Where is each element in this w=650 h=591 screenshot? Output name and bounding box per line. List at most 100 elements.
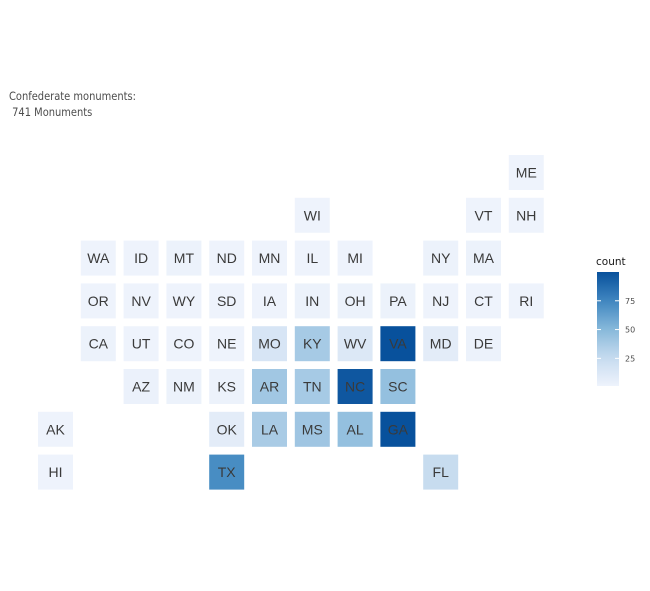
state-tile-ks <box>209 369 245 404</box>
legend-tick-label: 25 <box>625 354 635 363</box>
state-tile-tn <box>294 369 330 404</box>
state-label-ca: CA <box>89 336 109 352</box>
state-label-ak: AK <box>46 421 65 437</box>
legend-gradient-bar <box>597 272 619 386</box>
state-label-az: AZ <box>132 379 150 395</box>
state-label-ny: NY <box>431 250 451 266</box>
state-tile-az <box>123 369 159 404</box>
state-tile-wy <box>166 283 202 319</box>
legend-title: count <box>596 256 626 268</box>
state-label-nm: NM <box>173 379 195 395</box>
state-label-nc: NC <box>345 379 365 395</box>
title-line-1: Confederate monuments: <box>9 89 136 103</box>
state-tile-ky <box>294 326 330 362</box>
state-label-va: VA <box>389 336 407 352</box>
state-tile-me <box>508 155 544 190</box>
state-label-oh: OH <box>345 293 366 309</box>
state-label-me: ME <box>516 165 537 181</box>
state-label-sd: SD <box>217 293 236 309</box>
state-label-la: LA <box>261 421 279 437</box>
state-label-ut: UT <box>132 336 151 352</box>
state-tile-mi <box>337 240 373 276</box>
legend-tick-label: 50 <box>625 326 635 335</box>
state-label-id: ID <box>134 250 148 266</box>
state-label-ma: MA <box>473 250 495 266</box>
state-label-wi: WI <box>304 207 321 223</box>
state-label-mo: MO <box>258 336 281 352</box>
state-tile-co <box>166 326 202 362</box>
state-label-mi: MI <box>347 250 363 266</box>
state-tile-ga <box>380 411 416 447</box>
state-tile-va <box>380 326 416 362</box>
state-tile-ny <box>423 240 459 276</box>
state-label-ky: KY <box>303 336 322 352</box>
state-label-wy: WY <box>173 293 196 309</box>
state-label-sc: SC <box>388 379 407 395</box>
state-tile-de <box>466 326 501 362</box>
state-tile-mn <box>252 240 287 276</box>
title-line-2: 741 Monuments <box>9 105 93 119</box>
state-label-vt: VT <box>475 207 493 223</box>
state-label-ar: AR <box>260 379 279 395</box>
state-label-in: IN <box>305 293 319 309</box>
state-label-pa: PA <box>389 293 407 309</box>
state-tile-wv <box>337 326 373 362</box>
state-tile-nh <box>508 197 544 233</box>
state-tile-ut <box>123 326 159 362</box>
color-legend: count 25 50 75 <box>594 256 644 396</box>
state-tile-mo <box>252 326 287 362</box>
state-label-ga: GA <box>388 421 409 437</box>
state-tile-nc <box>337 369 373 404</box>
state-tile-ma <box>466 240 501 276</box>
state-label-ms: MS <box>302 421 323 437</box>
legend-colorbar: 25 50 75 <box>597 272 635 386</box>
state-label-fl: FL <box>433 464 450 480</box>
state-tile-nv <box>123 283 159 319</box>
state-label-ks: KS <box>217 379 236 395</box>
state-tile-fl <box>423 454 459 490</box>
state-tile-id <box>123 240 159 276</box>
state-label-de: DE <box>474 336 493 352</box>
state-tile-in <box>294 283 330 319</box>
state-label-wv: WV <box>344 336 367 352</box>
state-tile-oh <box>337 283 373 319</box>
state-tile-nd <box>209 240 245 276</box>
state-tile-ne <box>209 326 245 362</box>
state-label-ne: NE <box>217 336 236 352</box>
state-label-nh: NH <box>516 207 536 223</box>
state-tile-ct <box>466 283 501 319</box>
state-tile-ok <box>209 411 245 447</box>
state-label-hi: HI <box>49 464 63 480</box>
state-tile-md <box>423 326 459 362</box>
state-label-mt: MT <box>174 250 195 266</box>
state-label-or: OR <box>88 293 109 309</box>
state-label-nd: ND <box>217 250 237 266</box>
state-tile-al <box>337 411 373 447</box>
state-tile-mt <box>166 240 202 276</box>
state-tile-sd <box>209 283 245 319</box>
state-tile-wa <box>80 240 116 276</box>
state-label-il: IL <box>306 250 318 266</box>
state-label-nj: NJ <box>432 293 449 309</box>
state-tile-tx <box>209 454 245 490</box>
state-label-ia: IA <box>263 293 277 309</box>
state-label-tn: TN <box>303 379 322 395</box>
state-label-mn: MN <box>259 250 281 266</box>
state-tile-ar <box>252 369 287 404</box>
chart-title: Confederate monuments: 741 Monuments <box>9 88 136 120</box>
state-label-wa: WA <box>87 250 110 266</box>
state-tile-la <box>252 411 287 447</box>
state-label-ri: RI <box>519 293 533 309</box>
state-tile-ms <box>294 411 330 447</box>
state-tile-ri <box>508 283 544 319</box>
legend-tick-label: 75 <box>625 297 635 306</box>
state-tile-hi <box>38 454 73 490</box>
state-tile-il <box>294 240 330 276</box>
state-tile-nj <box>423 283 459 319</box>
state-label-ct: CT <box>474 293 493 309</box>
state-label-co: CO <box>173 336 194 352</box>
state-tile-wi <box>294 197 330 233</box>
state-tile-ca <box>80 326 116 362</box>
state-tile-nm <box>166 369 202 404</box>
